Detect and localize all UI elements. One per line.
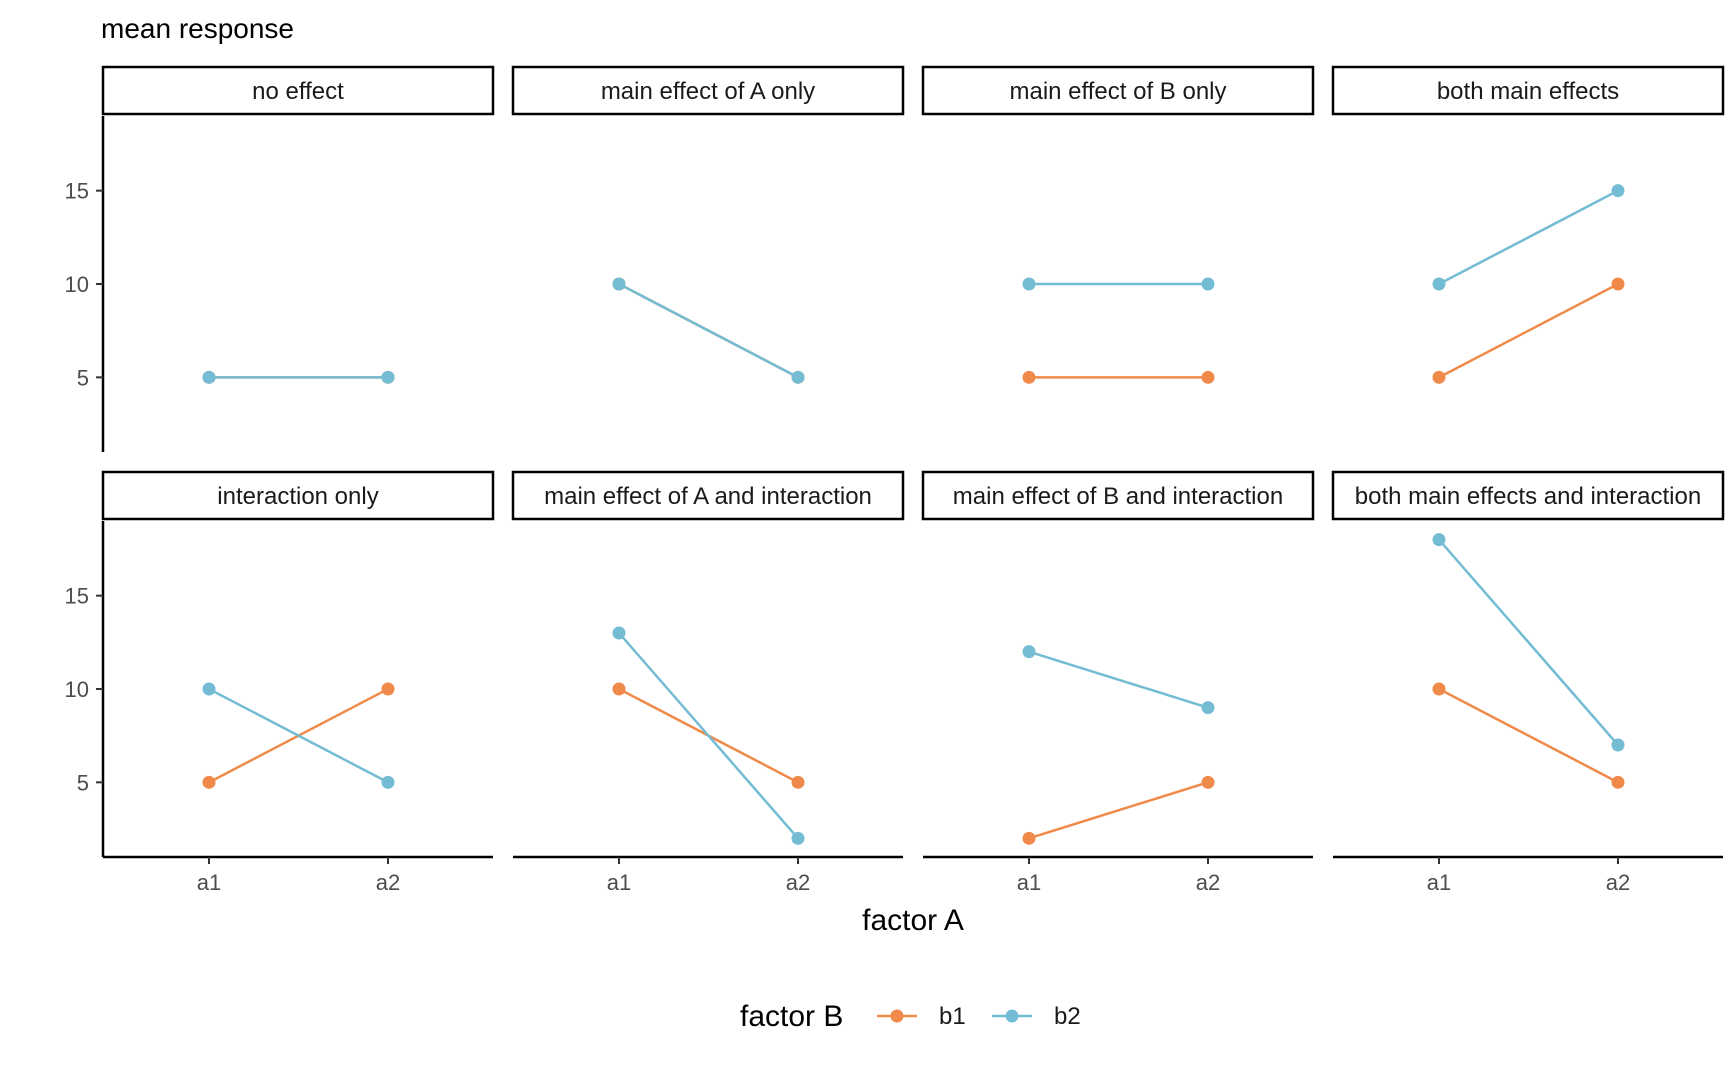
y-tick-label: 15 xyxy=(65,179,89,204)
x-tick-label: a1 xyxy=(607,870,631,895)
data-point-b2 xyxy=(612,626,626,640)
x-tick-label: a1 xyxy=(197,870,221,895)
series-line-b2 xyxy=(1438,189,1619,286)
x-axis-title: factor A xyxy=(862,904,964,937)
facet-strip xyxy=(1331,470,1725,521)
facet-strip-label: main effect of B and interaction xyxy=(953,483,1283,510)
facet-panel-7: main effect of B and interaction a1 a2 xyxy=(921,470,1315,895)
data-point-b2 xyxy=(791,831,805,845)
facet-strip xyxy=(921,65,1315,116)
data-point-b1 xyxy=(1611,775,1625,789)
facet-strip-label: both main effects and interaction xyxy=(1355,483,1701,510)
legend-label-b1: b1 xyxy=(939,1003,966,1030)
series-line-b1 xyxy=(1438,282,1619,379)
facet-strip xyxy=(921,470,1315,521)
data-point-b1 xyxy=(1432,370,1446,384)
data-point-b2 xyxy=(1611,738,1625,752)
facet-strip-label: interaction only xyxy=(217,483,378,510)
facet-strip-label: main effect of A and interaction xyxy=(544,483,872,510)
data-point-b1 xyxy=(1432,682,1446,696)
series-line-b1 xyxy=(1028,781,1209,840)
data-point-b1 xyxy=(1201,775,1215,789)
facet-strip-label: both main effects xyxy=(1437,78,1619,105)
facet-panel-2: main effect of A only xyxy=(511,65,905,384)
facet-panel-4: both main effects xyxy=(1331,65,1725,384)
y-tick-label: 5 xyxy=(77,365,89,390)
chart-title: mean response xyxy=(101,13,294,44)
series-line-b2 xyxy=(1438,538,1619,746)
facet-strip xyxy=(101,65,495,116)
x-tick-label: a2 xyxy=(1606,870,1630,895)
data-point-b2 xyxy=(381,775,395,789)
data-point-b2 xyxy=(791,370,805,384)
x-tick-label: a2 xyxy=(1196,870,1220,895)
x-tick-label: a1 xyxy=(1017,870,1041,895)
legend-title: factor B xyxy=(740,1000,843,1033)
y-tick-label: 5 xyxy=(77,770,89,795)
facet-strip xyxy=(511,65,905,116)
facet-panel-3: main effect of B only xyxy=(921,65,1315,384)
y-tick-label: 10 xyxy=(65,677,89,702)
facet-panel-5: interaction only 5 10 15 a1 a2 xyxy=(65,470,495,895)
facet-panel-6: main effect of A and interaction a1 a2 xyxy=(511,470,905,895)
y-tick-label: 15 xyxy=(65,584,89,609)
data-point-b1 xyxy=(1611,277,1625,291)
data-point-b2 xyxy=(1432,533,1446,547)
series-line-b2 xyxy=(618,632,799,840)
facet-strip-label: main effect of B only xyxy=(1009,78,1226,105)
data-point-b2 xyxy=(1432,277,1446,291)
series-line-b2 xyxy=(1028,650,1209,709)
data-point-b1 xyxy=(791,775,805,789)
facet-strip xyxy=(1331,65,1725,116)
data-point-b2 xyxy=(1022,645,1036,659)
x-tick-label: a2 xyxy=(786,870,810,895)
data-point-b2 xyxy=(1201,701,1215,715)
facet-panel-1: no effect 5 10 15 xyxy=(65,65,495,452)
data-point-b1 xyxy=(612,682,626,696)
facet-strip xyxy=(511,470,905,521)
data-point-b1 xyxy=(381,682,395,696)
x-tick-label: a1 xyxy=(1427,870,1451,895)
series-line-b2 xyxy=(618,282,799,379)
facet-strip xyxy=(101,470,495,521)
data-point-b2 xyxy=(1611,184,1625,198)
facet-strip-label: no effect xyxy=(252,78,344,105)
facet-strip-label: main effect of A only xyxy=(601,78,815,105)
legend: factor B b1 b2 xyxy=(740,1000,1081,1033)
data-point-b2 xyxy=(1201,277,1215,291)
data-point-b2 xyxy=(612,277,626,291)
data-point-b1 xyxy=(202,775,216,789)
data-point-b2 xyxy=(202,370,216,384)
series-line-b2 xyxy=(208,687,389,784)
data-point-b1 xyxy=(1201,370,1215,384)
facet-panel-8: both main effects and interaction a1 a2 xyxy=(1331,470,1725,895)
data-point-b2 xyxy=(202,682,216,696)
series-line-b1 xyxy=(1438,687,1619,784)
data-point-b2 xyxy=(1022,277,1036,291)
data-point-b1 xyxy=(1022,370,1036,384)
legend-label-b2: b2 xyxy=(1054,1003,1081,1030)
data-point-b2 xyxy=(381,370,395,384)
data-point-b1 xyxy=(1022,831,1036,845)
x-tick-label: a2 xyxy=(376,870,400,895)
facet-panels: no effect 5 10 15 main effect of A only main … xyxy=(65,65,1725,895)
y-tick-label: 10 xyxy=(65,272,89,297)
legend-key-b1-point xyxy=(890,1009,904,1023)
legend-key-b2-point xyxy=(1005,1009,1019,1023)
